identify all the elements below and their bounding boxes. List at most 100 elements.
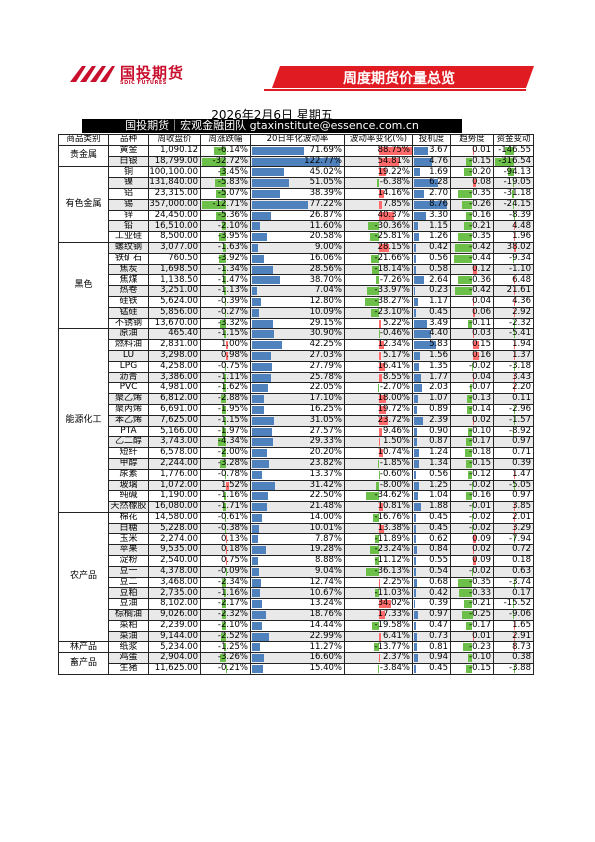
volatility-value: 10.67% <box>309 587 342 598</box>
table-row: 不锈钢 13,670.00 -3.32% 29.15% 5.22% 3.49 -0.11 -2… <box>59 317 534 330</box>
weekly-change: -0.27% <box>200 306 251 319</box>
volatility: 28.56% <box>250 263 345 276</box>
weekly-change-bar <box>218 254 226 263</box>
weekly-change: -1.34% <box>200 263 251 276</box>
volatility: 23.82% <box>250 457 345 470</box>
volatility: 31.42% <box>250 479 345 492</box>
vol-change: -11.03% <box>344 587 413 600</box>
vol-change: 10.81% <box>344 501 413 513</box>
table-row: 生猪 11,625.00 -0.21% 15.40% -3.84% 0.45 -0.15 -3… <box>59 663 534 675</box>
weekly-change-bar <box>221 578 226 587</box>
vol-change: 13.38% <box>344 522 413 535</box>
vol-change: 14.16% <box>344 187 413 200</box>
vol-change: -6.38% <box>344 177 413 189</box>
fund-flow-value: -5.41 <box>509 328 531 339</box>
vol-change: -1.85% <box>344 457 413 470</box>
vol-change-bar <box>379 373 383 382</box>
volatility-bar <box>252 524 260 533</box>
speculation-value: 1.34 <box>429 458 448 469</box>
vol-change-value: 23.72% <box>377 415 410 425</box>
speculation: 0.23 <box>412 285 451 297</box>
weekly-change-value: -1.47% <box>217 274 248 285</box>
speculation-value: 0.94 <box>429 652 448 663</box>
trend-value: -0.21 <box>469 220 491 231</box>
trend-bar <box>472 351 480 360</box>
table-row: 白糖 5,228.00 -0.38% 10.01% 13.38% 0.45 -0.02 3.2… <box>59 522 534 535</box>
volatility: 51.05% <box>250 177 345 189</box>
volatility-bar <box>252 265 273 274</box>
report-date: 2026年2月6日 星期五 <box>211 108 333 122</box>
close-price: 1,776.00 <box>148 468 201 481</box>
close-price: 3,386.00 <box>148 371 201 384</box>
table-row: 玉米 2,274.00 0.13% 7.87% -11.89% 0.62 0.09 -7.94 <box>59 533 534 546</box>
trend: -0.33 <box>450 587 494 600</box>
weekly-change-value: -0.39% <box>217 296 248 307</box>
table-row: 贵金属 黄金 1,090.12 -6.14% 71.69% 88.75% 3.67 0.01-… <box>58 144 534 168</box>
close-price: 4,258.00 <box>148 360 201 373</box>
category-cell: 贵金属 <box>58 144 109 168</box>
weekly-change-bar <box>222 503 226 512</box>
trend-value: -0.15 <box>469 663 491 674</box>
speculation-value: 1.17 <box>429 296 448 307</box>
fund-flow-value: -1.57 <box>509 415 531 425</box>
volatility-value: 7.04% <box>314 285 342 296</box>
weekly-change-value: -0.21% <box>217 663 248 674</box>
weekly-change-bar <box>221 611 226 620</box>
fund-flow-bar <box>514 243 517 252</box>
vol-change-value: -33.97% <box>374 285 410 296</box>
trend-bar <box>465 211 473 220</box>
volatility-value: 12.74% <box>309 577 342 587</box>
vol-change-bar <box>379 243 390 252</box>
table-row: 淀粉 2,540.00 0.75% 8.88% -11.12% 0.55 0.09 0.18 <box>59 555 534 567</box>
vol-change: -16.76% <box>344 511 413 524</box>
vol-change-bar <box>370 308 379 317</box>
weekly-change-value: -0.09% <box>217 566 248 577</box>
trend-bar <box>465 621 473 630</box>
trend-value: -0.02 <box>469 512 491 523</box>
commodity-name: 短纤 <box>108 447 149 459</box>
commodity-name: 豆粕 <box>108 587 149 600</box>
fund-flow-value: -31.18 <box>503 188 531 199</box>
fund-flow: 2.92 <box>493 306 534 319</box>
vol-change-bar <box>372 265 379 274</box>
commodity-name: 黄金 <box>108 144 149 157</box>
weekly-change-bar <box>202 200 226 209</box>
fund-flow: 0.71 <box>493 447 534 459</box>
weekly-change-bar <box>202 157 226 166</box>
table-row: 尿素 1,776.00 -0.78% 13.37% -0.60% 0.56 -0.12 1.4… <box>59 468 534 481</box>
vol-change-value: -38.27% <box>374 296 410 307</box>
vol-change: -25.81% <box>344 231 413 243</box>
close-price: 760.50 <box>148 252 201 265</box>
trend: -0.36 <box>450 274 494 287</box>
close-price: 9,535.00 <box>148 544 201 557</box>
speculation-bar <box>414 179 438 188</box>
fund-flow-bar <box>505 146 514 155</box>
weekly-change-bar <box>226 341 228 350</box>
volatility-bar <box>252 146 304 155</box>
trend-bar <box>472 373 475 382</box>
volatility-value: 27.57% <box>309 426 342 436</box>
volatility-value: 13.24% <box>309 598 342 609</box>
close-price: 24,450.00 <box>148 209 201 222</box>
vol-change-value: 40.37% <box>377 210 410 220</box>
vol-change-bar <box>374 589 379 598</box>
vol-change-bar <box>379 654 380 663</box>
table-row: 铝 23,315.00 -5.07% 38.39% 14.16% 2.70 -0.35 -31… <box>59 187 534 200</box>
speculation: 0.73 <box>412 630 451 643</box>
table-row: 工业硅 8,500.00 -3.95% 20.58% -25.81% 1.26 -0.35 1… <box>59 231 534 243</box>
table-row: 乙二醇 3,743.00 -4.34% 29.33% 1.50% 0.87 -0.17 0.9… <box>59 436 534 449</box>
table-row: 天然橡胶 16,080.00 -1.71% 21.48% 10.81% 1.88 -0.01… <box>59 501 534 513</box>
fund-flow: 0.11 <box>493 393 534 405</box>
weekly-change-value: -0.38% <box>217 523 248 533</box>
volatility: 12.74% <box>250 576 345 589</box>
weekly-change: -2.10% <box>200 220 251 233</box>
fund-flow-bar <box>513 600 514 609</box>
vol-change-value: -11.89% <box>374 533 410 544</box>
volatility-value: 71.69% <box>309 145 342 155</box>
weekly-change-value: -1.71% <box>217 501 248 512</box>
vol-change-bar <box>379 438 380 447</box>
weekly-change-value: -3.95% <box>217 231 248 242</box>
close-price: 23,315.00 <box>148 187 201 200</box>
volatility: 22.99% <box>250 630 345 643</box>
vol-change-bar <box>379 200 382 209</box>
